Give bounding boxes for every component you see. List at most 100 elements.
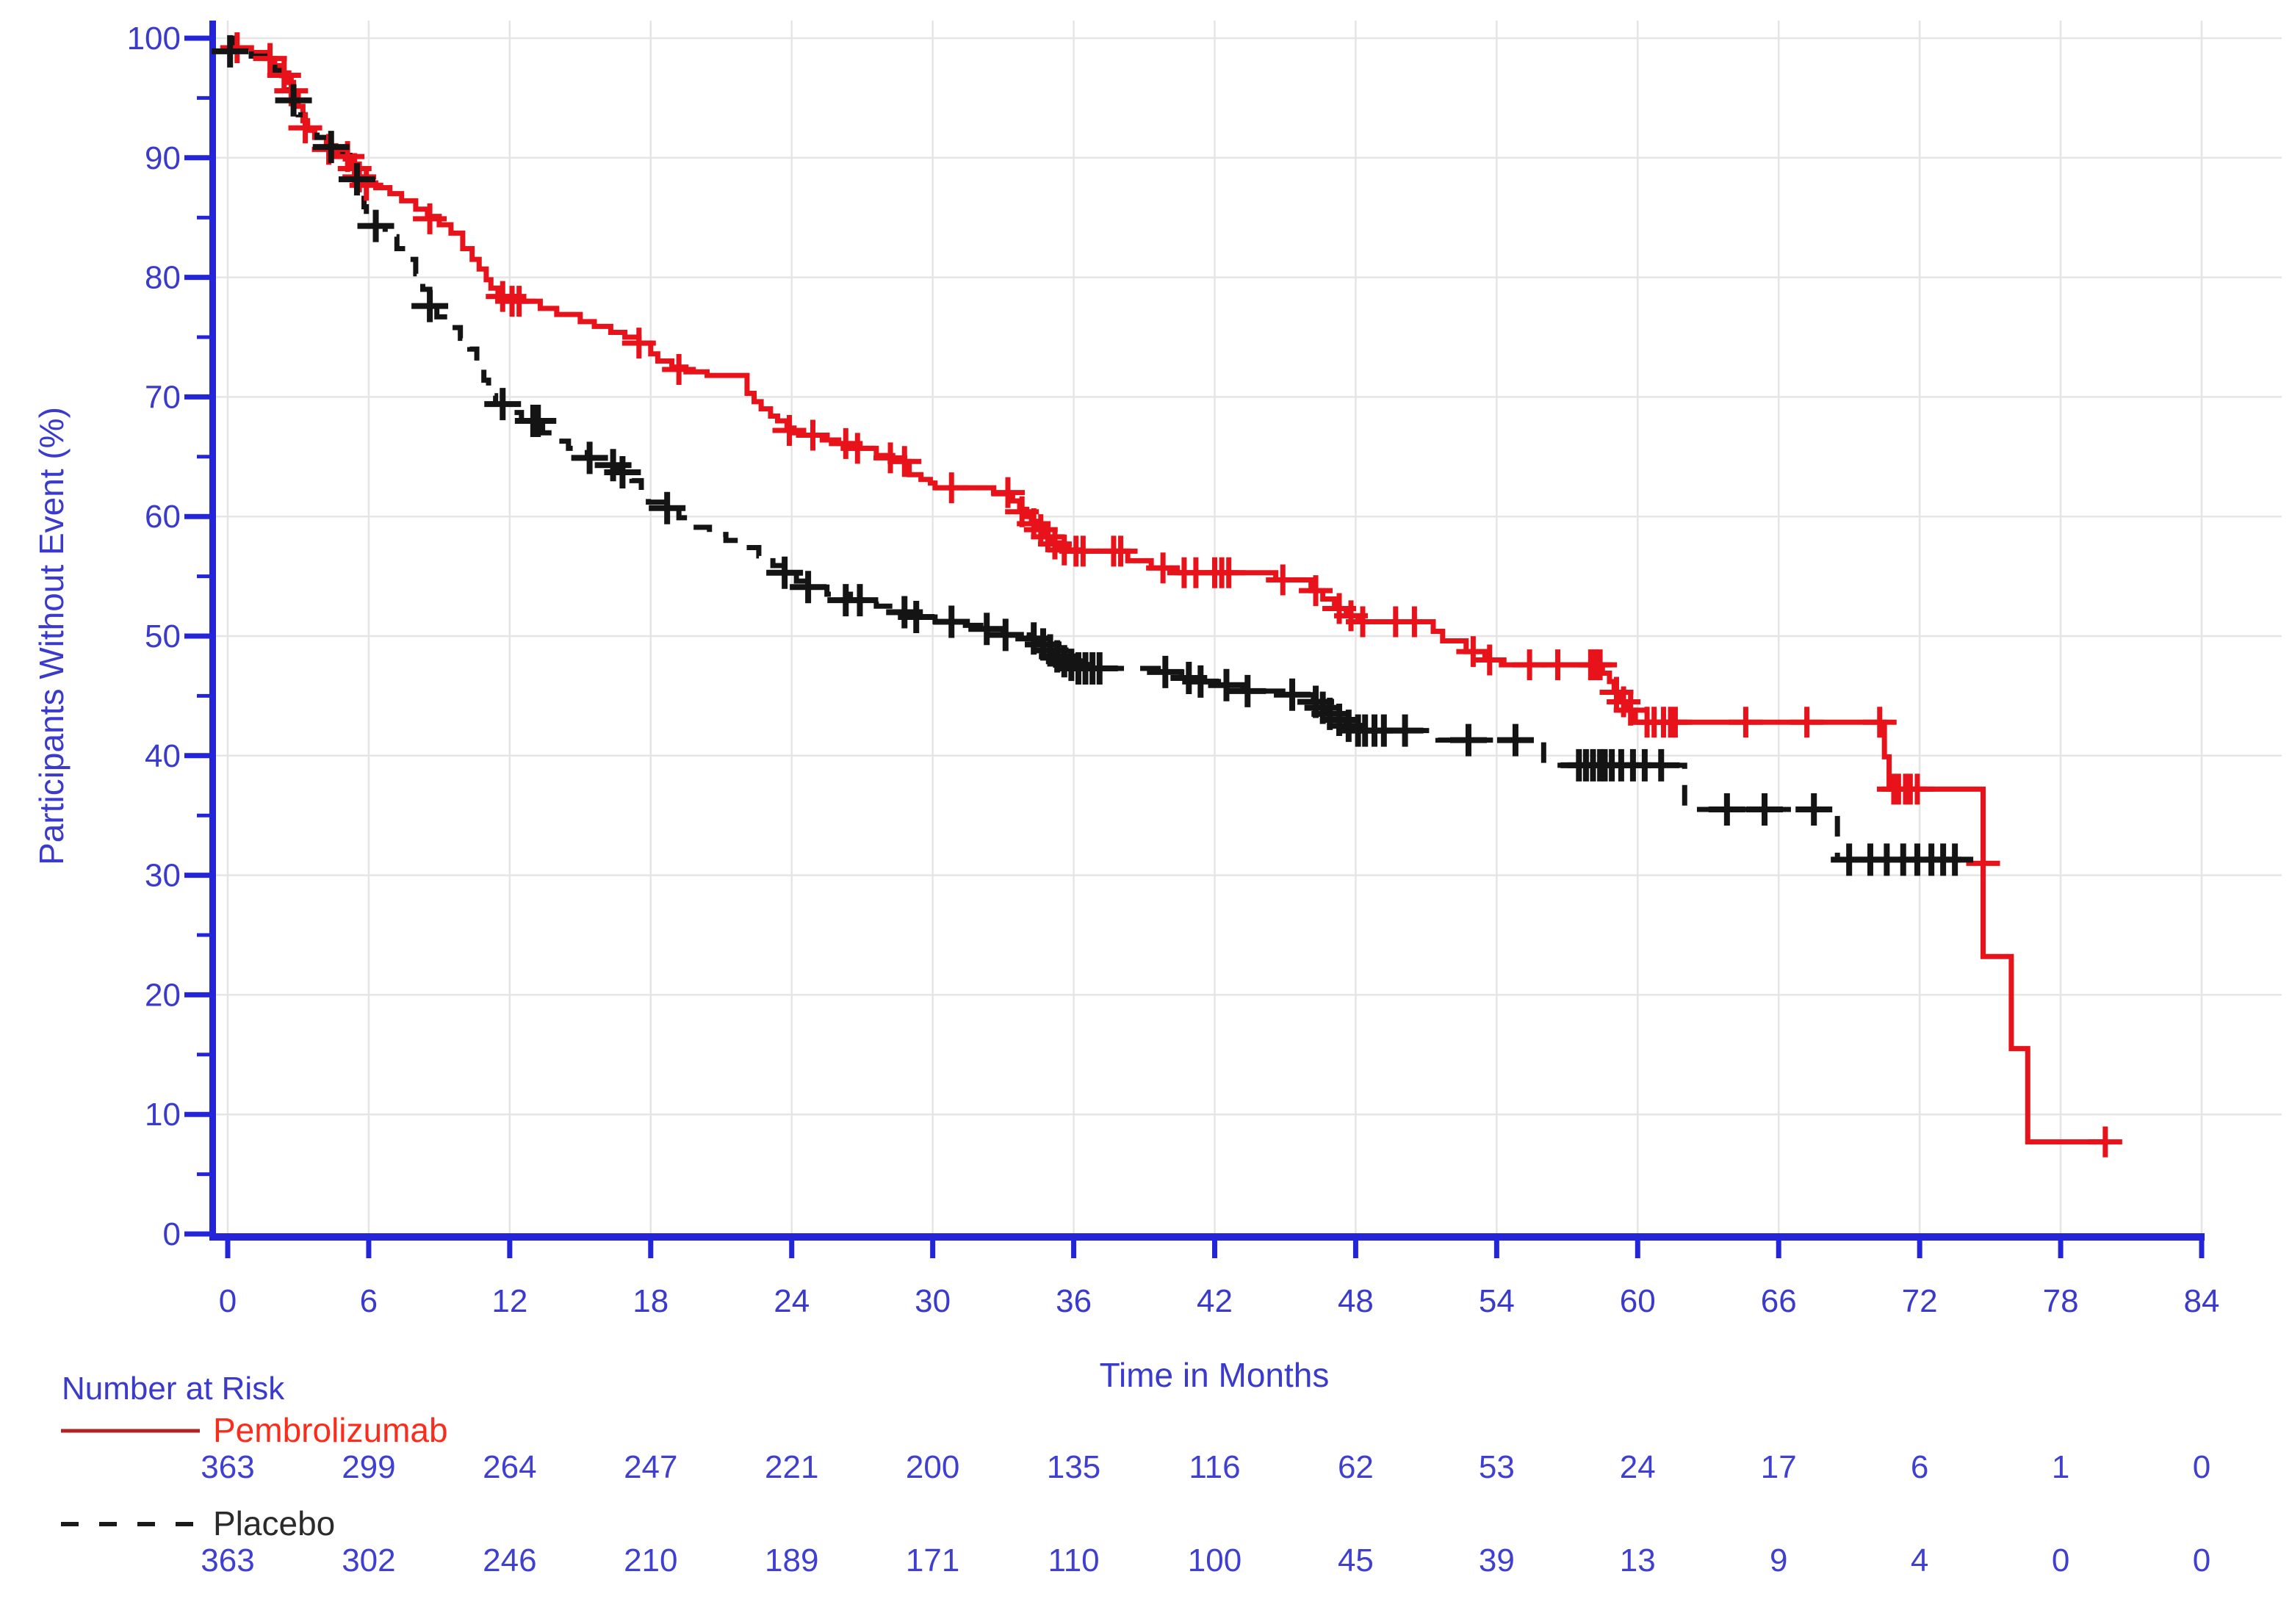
censor-mark-pembrolizumab	[1031, 521, 1065, 552]
legend-label-placebo: Placebo	[213, 1504, 335, 1542]
censor-mark-pembrolizumab	[1266, 564, 1300, 596]
censor-mark-pembrolizumab	[1397, 606, 1432, 638]
censor-mark-placebo	[1936, 843, 1974, 876]
risk-count-placebo: 0	[2052, 1542, 2069, 1578]
censor-mark-pembrolizumab	[840, 433, 875, 464]
censor-mark-pembrolizumab	[1900, 773, 1934, 805]
risk-count-pembrolizumab: 264	[483, 1449, 536, 1485]
censor-mark-pembrolizumab	[253, 43, 287, 74]
censor-mark-placebo	[898, 600, 935, 633]
censor-mark-pembrolizumab	[662, 353, 696, 385]
x-tick-label: 42	[1197, 1283, 1233, 1319]
censor-mark-placebo	[1449, 723, 1487, 757]
risk-count-placebo: 210	[624, 1542, 677, 1578]
censor-mark-pembrolizumab	[934, 472, 969, 504]
risk-count-placebo: 302	[342, 1542, 395, 1578]
legend: Pembrolizumab Placebo	[61, 1411, 448, 1542]
legend-label-pembrolizumab: Pembrolizumab	[213, 1411, 448, 1449]
censor-mark-placebo	[790, 571, 827, 604]
censor-mark-pembrolizumab	[1146, 552, 1181, 584]
censor-mark-pembrolizumab	[1472, 644, 1507, 676]
y-axis-title: Participants Without Event (%)	[32, 407, 71, 865]
censor-mark-placebo	[275, 84, 312, 117]
risk-count-placebo: 100	[1188, 1542, 1242, 1578]
x-tick-label: 0	[219, 1283, 237, 1319]
risk-count-pembrolizumab: 200	[906, 1449, 959, 1485]
risk-count-pembrolizumab: 116	[1189, 1449, 1240, 1485]
censor-mark-pembrolizumab	[621, 328, 656, 359]
censor-mark-pembrolizumab	[1966, 848, 2000, 879]
censor-mark-placebo	[604, 455, 641, 488]
censor-mark-placebo	[571, 441, 608, 474]
x-tick-label: 18	[633, 1283, 668, 1319]
censor-mark-placebo	[338, 163, 375, 196]
censor-mark-pembrolizumab	[502, 286, 536, 317]
censor-mark-placebo	[841, 584, 879, 617]
risk-count-placebo: 189	[765, 1542, 818, 1578]
censor-mark-placebo	[766, 556, 804, 589]
x-tick-label: 6	[360, 1283, 378, 1319]
y-tick-label: 60	[145, 499, 181, 535]
y-tick-label: 30	[145, 858, 181, 894]
censor-mark-pembrolizumab	[772, 414, 807, 446]
y-tick-label: 0	[163, 1216, 181, 1252]
x-tick-label: 66	[1761, 1283, 1797, 1319]
x-tick-label: 48	[1338, 1283, 1374, 1319]
censor-mark-placebo	[212, 35, 249, 68]
censor-mark-placebo	[968, 613, 1006, 646]
censor-mark-placebo	[1708, 793, 1745, 826]
gridlines	[216, 21, 2282, 1234]
x-tick-label: 24	[774, 1283, 810, 1319]
censor-mark-pembrolizumab	[1299, 575, 1333, 607]
y-tick-label: 50	[145, 618, 181, 654]
risk-count-placebo: 246	[483, 1542, 536, 1578]
x-tick-label: 36	[1056, 1283, 1092, 1319]
x-tick-label: 30	[915, 1283, 951, 1319]
censor-mark-pembrolizumab	[887, 446, 922, 477]
censor-mark-pembrolizumab	[1346, 606, 1380, 638]
censor-mark-placebo	[594, 449, 632, 482]
risk-count-placebo: 110	[1048, 1542, 1099, 1578]
x-tick-label: 54	[1479, 1283, 1515, 1319]
censor-mark-placebo	[1208, 668, 1245, 701]
risk-count-pembrolizumab: 53	[1479, 1449, 1515, 1485]
risk-count-pembrolizumab: 299	[342, 1449, 395, 1485]
x-tick-label: 72	[1902, 1283, 1938, 1319]
censor-mark-pembrolizumab	[288, 112, 322, 144]
x-tick-label: 60	[1620, 1283, 1656, 1319]
censor-mark-placebo	[411, 289, 449, 322]
curve-placebo	[228, 35, 1962, 862]
censor-mark-placebo	[1643, 748, 1680, 782]
censor-mark-pembrolizumab	[267, 59, 301, 91]
censor-mark-pembrolizumab	[991, 477, 1025, 508]
censor-mark-pembrolizumab	[1583, 649, 1618, 681]
risk-count-pembrolizumab: 0	[2193, 1449, 2210, 1485]
number-at-risk-header: Number at Risk	[62, 1371, 285, 1407]
risk-count-placebo: 4	[1911, 1542, 1928, 1578]
risk-count-pembrolizumab: 6	[1911, 1449, 1928, 1485]
censor-mark-placebo	[987, 618, 1024, 652]
censor-mark-pembrolizumab	[2088, 1126, 2122, 1158]
x-tick-label: 84	[2184, 1283, 2220, 1319]
censor-mark-pembrolizumab	[1017, 508, 1051, 539]
censor-mark-placebo	[484, 388, 522, 421]
risk-count-placebo: 171	[906, 1542, 959, 1578]
risk-count-placebo: 0	[2193, 1542, 2210, 1578]
censor-mark-pembrolizumab	[1023, 514, 1058, 546]
y-tick-label: 40	[145, 738, 181, 774]
risk-count-pembrolizumab: 135	[1047, 1449, 1100, 1485]
x-tick-label: 78	[2043, 1283, 2079, 1319]
censor-mark-placebo	[649, 491, 686, 524]
censor-mark-pembrolizumab	[1066, 535, 1100, 567]
censor-mark-pembrolizumab	[1862, 707, 1897, 738]
risk-count-pembrolizumab: 363	[201, 1449, 254, 1485]
risk-count-placebo: 13	[1620, 1542, 1656, 1578]
y-tick-label: 100	[127, 21, 181, 57]
censor-marks	[212, 32, 2122, 1158]
censor-mark-pembrolizumab	[1790, 707, 1824, 738]
censor-mark-placebo	[519, 404, 557, 437]
y-tick-label: 20	[145, 977, 181, 1013]
censor-mark-pembrolizumab	[1540, 649, 1575, 681]
censor-mark-pembrolizumab	[1729, 707, 1763, 738]
